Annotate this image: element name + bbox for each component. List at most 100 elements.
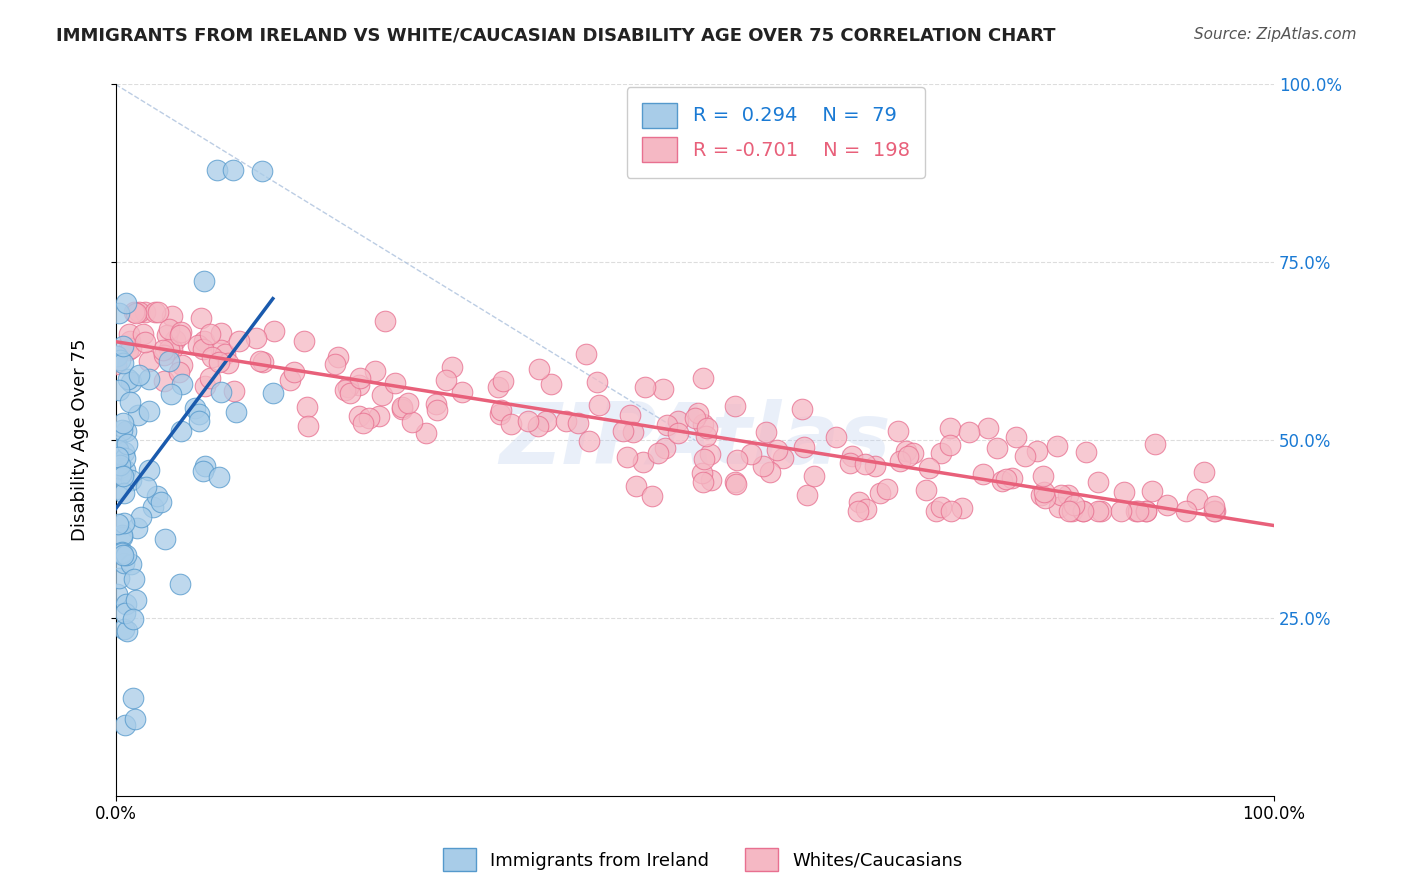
Point <box>696 421 718 435</box>
Point <box>631 455 654 469</box>
Point <box>170 325 193 339</box>
Point <box>918 461 941 475</box>
Point <box>105 349 128 363</box>
Point <box>111 339 134 353</box>
Point <box>855 502 877 516</box>
Point <box>1059 504 1081 518</box>
Point <box>352 417 374 431</box>
Legend: Immigrants from Ireland, Whites/Caucasians: Immigrants from Ireland, Whites/Caucasia… <box>436 841 970 879</box>
Point <box>567 417 589 431</box>
Point <box>690 467 713 481</box>
Point <box>337 379 360 393</box>
Point <box>939 421 962 435</box>
Point <box>160 387 183 401</box>
Point <box>683 411 706 425</box>
Point <box>364 364 387 378</box>
Point <box>252 354 274 368</box>
Point <box>848 495 870 509</box>
Point <box>1087 504 1109 518</box>
Point <box>724 399 747 413</box>
Point <box>972 467 994 482</box>
Point <box>772 451 794 466</box>
Point <box>1033 491 1056 505</box>
Point <box>1014 450 1036 464</box>
Point <box>578 434 600 448</box>
Point <box>619 408 641 422</box>
Point <box>134 305 156 319</box>
Point <box>108 458 131 472</box>
Point <box>517 414 540 428</box>
Point <box>425 397 447 411</box>
Point <box>193 342 215 356</box>
Point <box>339 385 361 400</box>
Point <box>115 548 138 562</box>
Point <box>114 606 136 620</box>
Point <box>752 458 775 473</box>
Point <box>621 425 644 439</box>
Point <box>1202 504 1225 518</box>
Point <box>897 450 920 464</box>
Point <box>349 371 371 385</box>
Point <box>668 414 690 428</box>
Point <box>198 371 221 385</box>
Point <box>401 415 423 429</box>
Text: Source: ZipAtlas.com: Source: ZipAtlas.com <box>1194 27 1357 42</box>
Point <box>134 335 156 350</box>
Point <box>127 408 149 422</box>
Point <box>1156 498 1178 512</box>
Point <box>262 386 284 401</box>
Point <box>1004 430 1026 444</box>
Point <box>887 424 910 438</box>
Point <box>160 342 183 356</box>
Point <box>758 465 780 479</box>
Point <box>148 305 170 319</box>
Point <box>194 458 217 473</box>
Point <box>124 712 146 726</box>
Point <box>1026 443 1049 458</box>
Point <box>111 546 134 560</box>
Point <box>208 470 231 484</box>
Point <box>841 449 863 463</box>
Point <box>1140 484 1163 499</box>
Point <box>1032 484 1054 499</box>
Point <box>939 504 962 518</box>
Point <box>112 416 135 430</box>
Point <box>117 372 139 386</box>
Point <box>112 516 135 530</box>
Point <box>640 489 662 503</box>
Point <box>172 358 194 372</box>
Point <box>616 450 638 464</box>
Point <box>1109 504 1132 518</box>
Point <box>803 469 825 483</box>
Point <box>931 446 953 460</box>
Y-axis label: Disability Age Over 75: Disability Age Over 75 <box>72 339 89 541</box>
Point <box>765 442 787 457</box>
Point <box>624 479 647 493</box>
Point <box>391 401 413 415</box>
Point <box>588 398 610 412</box>
Point <box>647 446 669 460</box>
Point <box>115 424 138 438</box>
Point <box>124 572 146 586</box>
Point <box>1194 465 1216 479</box>
Point <box>118 327 141 342</box>
Point <box>108 460 131 475</box>
Point <box>1062 504 1084 518</box>
Point <box>1126 504 1149 518</box>
Point <box>110 352 132 367</box>
Point <box>333 383 356 397</box>
Point <box>156 327 179 342</box>
Point <box>110 467 132 482</box>
Point <box>415 425 437 440</box>
Point <box>986 441 1008 455</box>
Point <box>692 475 714 489</box>
Point <box>112 444 135 458</box>
Point <box>655 417 678 432</box>
Point <box>326 351 349 365</box>
Point <box>105 349 128 363</box>
Point <box>374 314 396 328</box>
Point <box>347 409 370 423</box>
Point <box>527 418 550 433</box>
Point <box>111 545 134 559</box>
Point <box>209 326 232 340</box>
